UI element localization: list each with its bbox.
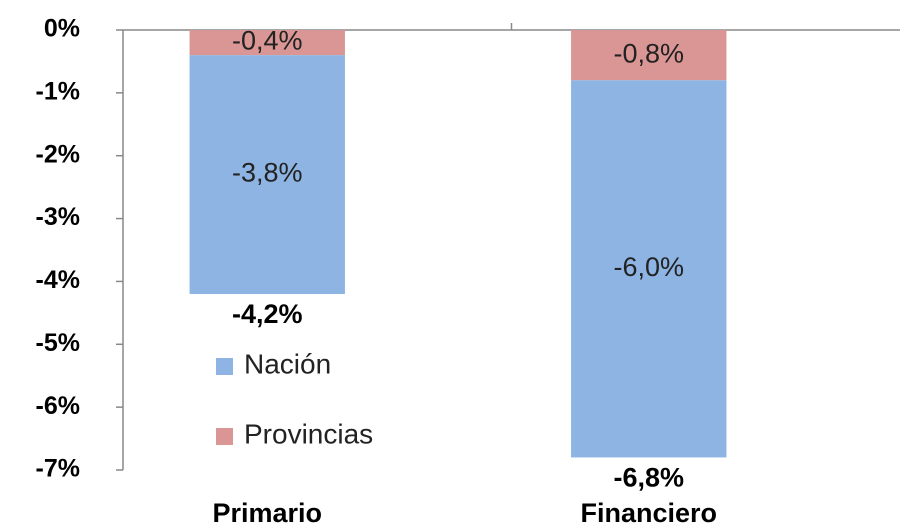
bar-segment — [571, 80, 727, 458]
value-label: -0,4% — [232, 26, 303, 56]
legend-swatch — [216, 428, 233, 445]
y-tick-label: -6% — [36, 392, 80, 420]
x-tick-label: Financiero — [580, 498, 717, 528]
y-tick-label: -5% — [36, 329, 80, 357]
legend-swatch — [216, 358, 233, 375]
y-tick-label: -7% — [36, 455, 80, 483]
total-label: -4,2% — [232, 299, 303, 329]
legend-label: Provincias — [244, 418, 373, 449]
x-tick-label: Primario — [212, 498, 322, 528]
y-tick-label: -3% — [36, 203, 80, 231]
bar-segment — [571, 30, 727, 81]
bar-segment — [189, 30, 345, 56]
legend-label: Nación — [244, 348, 331, 379]
total-label: -6,8% — [613, 463, 684, 493]
value-label: -6,0% — [613, 252, 684, 282]
y-tick-label: -1% — [36, 77, 80, 105]
y-tick-label: 0% — [44, 15, 80, 43]
value-label: -3,8% — [232, 158, 303, 188]
y-tick-label: -4% — [36, 266, 80, 294]
bar-segment — [189, 55, 345, 295]
value-label: -0,8% — [613, 38, 684, 68]
y-tick-label: -2% — [36, 140, 80, 168]
